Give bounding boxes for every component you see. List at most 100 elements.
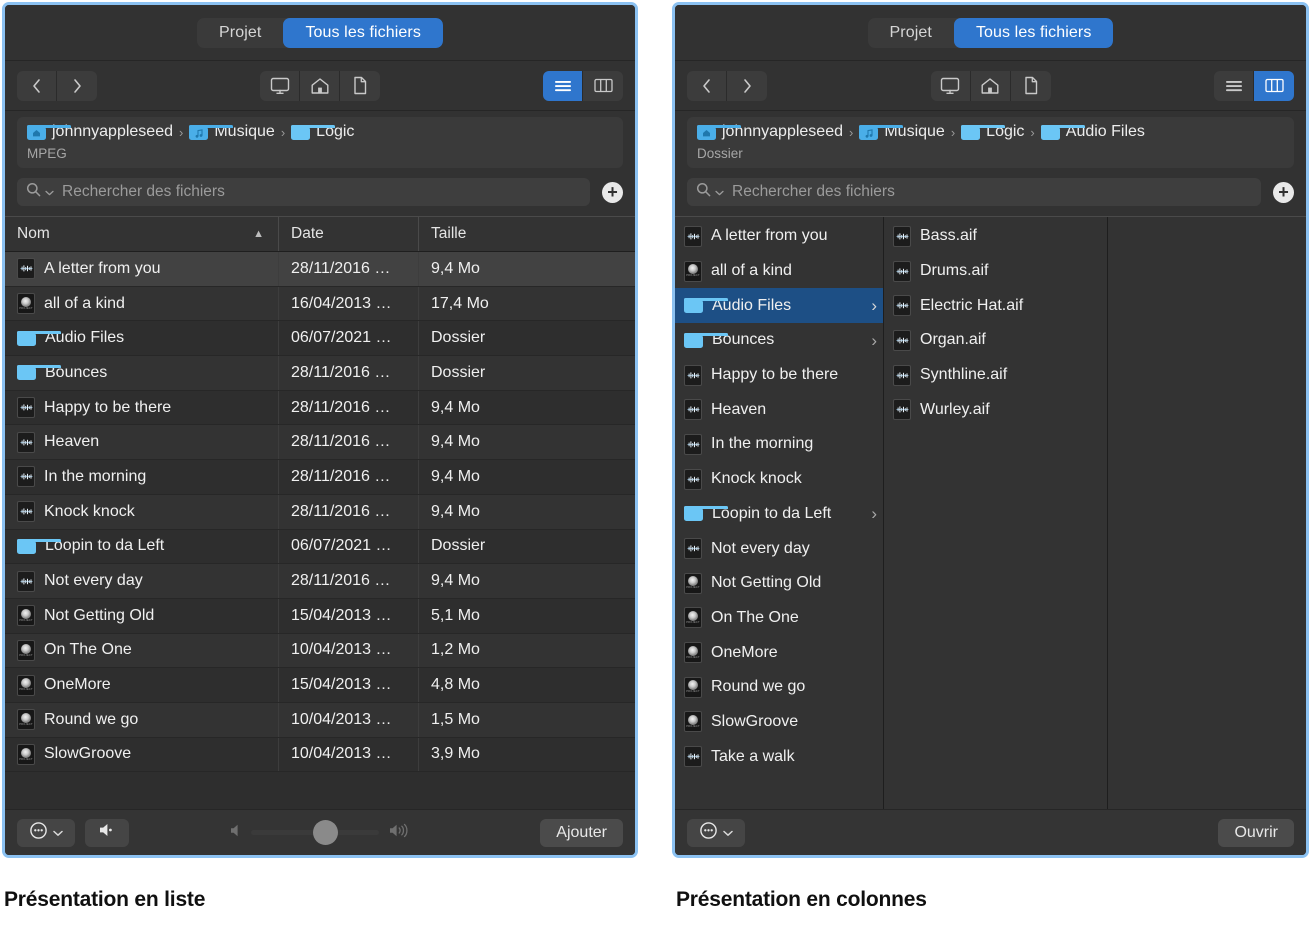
table-row[interactable]: PROJECT On The One 10/04/2013 … 1,2 Mo	[5, 633, 635, 669]
tab-projet[interactable]: Projet	[219, 23, 262, 41]
table-row[interactable]: PROJECT Not Getting Old 15/04/2013 … 5,1 Mo	[5, 598, 635, 634]
list-item[interactable]: PROJECT all of a kind	[675, 254, 883, 289]
list-navbar	[5, 60, 635, 110]
audio-file-icon	[17, 258, 35, 280]
table-row[interactable]: In the morning 28/11/2016 … 9,4 Mo	[5, 460, 635, 495]
volume-slider[interactable]	[251, 820, 379, 845]
column-view-button[interactable]	[1254, 70, 1294, 101]
list-item[interactable]: Not every day	[675, 531, 883, 566]
cell-date: 28/11/2016 …	[279, 425, 419, 460]
cell-size: 9,4 Mo	[419, 460, 635, 494]
list-item[interactable]: Drums.aif	[884, 254, 1107, 289]
forward-button[interactable]	[727, 71, 767, 101]
tab-tous-les-fichiers[interactable]: Tous les fichiers	[283, 17, 443, 48]
search-input[interactable]: Rechercher des fichiers	[17, 178, 590, 206]
plus-circle-icon[interactable]: +	[1273, 181, 1294, 203]
audio-file-icon	[17, 570, 35, 592]
column-header-date[interactable]: Date	[279, 217, 419, 251]
table-row[interactable]: Not every day 28/11/2016 … 9,4 Mo	[5, 564, 635, 599]
chevron-down-icon[interactable]	[45, 183, 54, 201]
audio-file-icon	[684, 433, 702, 455]
table-row[interactable]: PROJECT Round we go 10/04/2013 … 1,5 Mo	[5, 702, 635, 738]
add-button[interactable]: Ajouter	[540, 818, 623, 847]
table-row[interactable]: Heaven 28/11/2016 … 9,4 Mo	[5, 425, 635, 461]
column-tabbar: Projet Tous les fichiers	[675, 5, 1306, 60]
breadcrumb-item-logic[interactable]: Logic	[961, 123, 1024, 141]
list-view-button[interactable]	[1214, 70, 1254, 101]
desktop-button[interactable]	[931, 70, 971, 101]
preview-sound-button[interactable]	[85, 818, 129, 847]
home-button[interactable]	[300, 70, 340, 101]
tab-projet[interactable]: Projet	[889, 23, 932, 41]
list-item[interactable]: Heaven	[675, 392, 883, 427]
breadcrumb-item-audio-files[interactable]: Audio Files	[1040, 123, 1145, 141]
table-row[interactable]: Loopin to da Left 06/07/2021 … Dossier	[5, 529, 635, 565]
list-item[interactable]: Audio Files ›	[675, 288, 883, 324]
column-pathbar[interactable]: johnnyappleseed › Musique ›	[687, 117, 1294, 168]
list-item[interactable]: A letter from you	[675, 219, 883, 254]
list-item[interactable]: Electric Hat.aif	[884, 288, 1107, 323]
table-row[interactable]: A letter from you 28/11/2016 … 9,4 Mo	[5, 252, 635, 287]
search-input[interactable]: Rechercher des fichiers	[687, 178, 1261, 206]
list-item[interactable]: PROJECT SlowGroove	[675, 705, 883, 740]
plus-circle-icon[interactable]: +	[602, 181, 623, 203]
file-name-label: In the morning	[711, 435, 814, 453]
browser-column-2[interactable]: Bass.aif Drums.aif Electric Hat.aif Organ.a…	[884, 217, 1108, 809]
breadcrumb-item-musique[interactable]: Musique	[189, 123, 275, 141]
list-item[interactable]: Bass.aif	[884, 219, 1107, 254]
table-row[interactable]: PROJECT all of a kind 16/04/2013 … 17,4 Mo	[5, 286, 635, 322]
chevron-right-icon: ›	[871, 296, 877, 316]
list-item[interactable]: Synthline.aif	[884, 358, 1107, 393]
breadcrumb-item-home[interactable]: johnnyappleseed	[697, 123, 843, 141]
column-header-size[interactable]: Taille	[419, 217, 635, 251]
list-pathbar[interactable]: johnnyappleseed › Musique ›	[17, 117, 623, 168]
list-item[interactable]: Bounces ›	[675, 323, 883, 358]
home-button[interactable]	[971, 70, 1011, 101]
list-item[interactable]: Loopin to da Left ›	[675, 497, 883, 532]
table-row[interactable]: PROJECT OneMore 15/04/2013 … 4,8 Mo	[5, 668, 635, 703]
column-view-button[interactable]	[583, 71, 623, 101]
desktop-button[interactable]	[260, 70, 300, 101]
list-item[interactable]: Take a walk	[675, 739, 883, 774]
list-item[interactable]: PROJECT Not Getting Old	[675, 566, 883, 601]
action-menu-button[interactable]	[17, 818, 75, 847]
list-item[interactable]: Wurley.aif	[884, 392, 1107, 427]
list-item[interactable]: PROJECT OneMore	[675, 635, 883, 670]
documents-button[interactable]	[340, 71, 380, 101]
volume-control[interactable]	[229, 820, 411, 845]
list-view-button[interactable]	[543, 70, 583, 101]
list-item[interactable]: Organ.aif	[884, 323, 1107, 358]
volume-slider-knob[interactable]	[313, 820, 338, 845]
audio-file-icon	[17, 397, 35, 419]
list-item[interactable]: In the morning	[675, 427, 883, 462]
chevron-down-icon[interactable]	[715, 183, 724, 201]
list-item[interactable]: Knock knock	[675, 462, 883, 497]
browser-column-1[interactable]: A letter from you PROJECT all of a kind Aud…	[675, 217, 884, 809]
breadcrumb-item-logic[interactable]: Logic	[291, 123, 354, 141]
file-list[interactable]: A letter from you 28/11/2016 … 9,4 Mo PROJE…	[5, 252, 635, 809]
column-header-name[interactable]: Nom ▲	[5, 217, 279, 251]
search-icon	[696, 182, 711, 202]
action-menu-button[interactable]	[687, 818, 745, 847]
list-item[interactable]: Happy to be there	[675, 358, 883, 393]
folder-icon	[961, 124, 1006, 140]
cell-name: Not every day	[5, 564, 279, 598]
table-row[interactable]: Bounces 28/11/2016 … Dossier	[5, 356, 635, 391]
breadcrumb-item-musique[interactable]: Musique	[859, 123, 945, 141]
forward-button[interactable]	[57, 71, 97, 101]
list-item[interactable]: PROJECT Round we go	[675, 670, 883, 705]
table-row[interactable]: Audio Files 06/07/2021 … Dossier	[5, 321, 635, 357]
browser-column-3[interactable]	[1108, 217, 1306, 809]
breadcrumb-item-home[interactable]: johnnyappleseed	[27, 123, 173, 141]
back-button[interactable]	[687, 70, 727, 101]
table-row[interactable]: Happy to be there 28/11/2016 … 9,4 Mo	[5, 390, 635, 426]
tab-tous-les-fichiers[interactable]: Tous les fichiers	[953, 17, 1114, 48]
file-name-label: Not every day	[44, 572, 143, 590]
open-button[interactable]: Ouvrir	[1218, 818, 1294, 847]
documents-button[interactable]	[1011, 71, 1051, 101]
back-button[interactable]	[17, 70, 57, 101]
table-row[interactable]: Knock knock 28/11/2016 … 9,4 Mo	[5, 494, 635, 530]
table-row[interactable]: PROJECT SlowGroove 10/04/2013 … 3,9 Mo	[5, 737, 635, 773]
list-item[interactable]: PROJECT On The One	[675, 601, 883, 636]
list-pathbar-wrap: johnnyappleseed › Musique ›	[5, 110, 635, 178]
